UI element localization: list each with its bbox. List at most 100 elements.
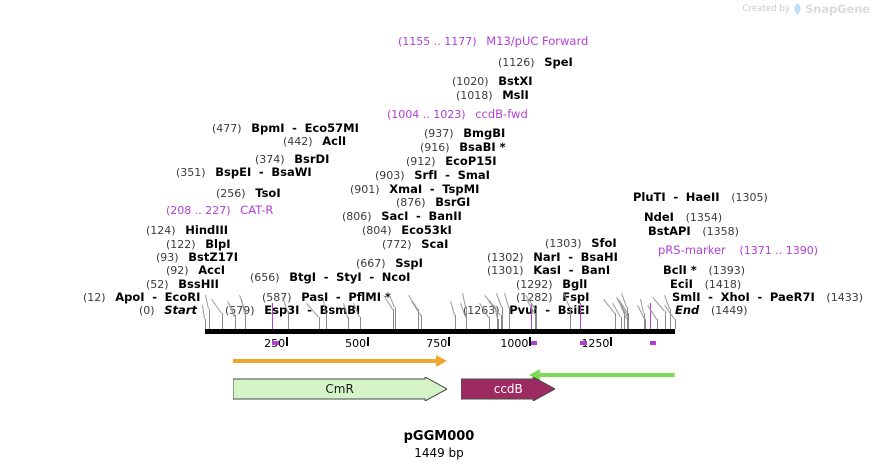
- label-site-1358[interactable]: BstAPI (1358): [648, 225, 739, 238]
- primer-tick-prs-marker[interactable]: [649, 303, 651, 329]
- cut-site-tick-1418[interactable]: [664, 311, 666, 329]
- cut-site-tick-804[interactable]: [465, 307, 467, 329]
- label-site-256[interactable]: (256) TsoI: [216, 187, 281, 200]
- cut-site-tick-579[interactable]: [392, 309, 394, 329]
- label-site-912[interactable]: (912) EcoP15I: [406, 155, 497, 168]
- cut-site-tick-442[interactable]: [348, 317, 350, 329]
- cut-site-tick-12[interactable]: [208, 309, 210, 329]
- ruler-primer-cat-r[interactable]: [272, 341, 279, 345]
- label-site-1282[interactable]: (1282) FspI: [516, 291, 589, 304]
- ruler-primer-ccdb-fwd[interactable]: [530, 341, 537, 345]
- label-site-1418[interactable]: EciI (1418): [670, 278, 741, 291]
- feature-arrow-cmr[interactable]: CmR: [232, 377, 447, 401]
- label-site-351[interactable]: (351) BspEI - BsaWI: [176, 166, 312, 179]
- sequence-backbone[interactable]: [205, 329, 675, 334]
- label-site-1126[interactable]: (1126) SpeI: [498, 56, 573, 69]
- label-site-442[interactable]: (442) AclI: [283, 135, 346, 148]
- cut-site-tick-916[interactable]: [502, 307, 504, 329]
- label-site-124[interactable]: (124) HindIII: [146, 224, 228, 237]
- label-site-122[interactable]: (122) BlpI: [166, 238, 230, 251]
- label-site-656[interactable]: (656) BtgI - StyI - NcoI: [250, 271, 410, 284]
- label-site-804[interactable]: (804) Eco53kI: [362, 224, 452, 237]
- cut-site-tick-806[interactable]: [466, 317, 468, 329]
- cut-site-tick-1305[interactable]: [628, 313, 630, 329]
- cut-site-tick-124[interactable]: [245, 309, 247, 329]
- label-site-903[interactable]: (903) SrfI - SmaI: [375, 169, 490, 182]
- label-m13-puc-forward[interactable]: (1155 .. 1177) M13/pUC Forward: [398, 35, 588, 48]
- cut-site-tick-351[interactable]: [318, 317, 320, 329]
- cut-site-tick-1018[interactable]: [535, 313, 537, 329]
- label-site-916[interactable]: (916) BsaBI *: [420, 141, 506, 154]
- label-enzyme: BsiEI: [557, 303, 590, 317]
- primer-tick-cat-r[interactable]: [272, 303, 274, 329]
- label-site-477[interactable]: (477) BpmI - Eco57MI: [212, 122, 359, 135]
- label-feature-name: M13/pUC Forward: [486, 34, 589, 48]
- label-site-1301[interactable]: (1301) KasI - BanI: [487, 264, 610, 277]
- cut-site-tick-667[interactable]: [421, 315, 423, 329]
- label-site-52[interactable]: (52) BssHII: [146, 278, 219, 291]
- label-site-876[interactable]: (876) BsrGI: [396, 196, 470, 209]
- feature-arrow-ccdb[interactable]: ccdB: [461, 377, 556, 401]
- cut-site-tick-656[interactable]: [417, 309, 419, 329]
- cut-site-tick-52[interactable]: [221, 313, 223, 329]
- label-pos: (0): [139, 304, 155, 317]
- cut-site-tick-587[interactable]: [395, 307, 397, 329]
- ruler-arrow-CAT-R-track[interactable]: [232, 352, 447, 367]
- primer-tick-ccdb-fwd[interactable]: [530, 303, 532, 329]
- cut-site-tick-477[interactable]: [359, 317, 361, 329]
- cut-site-tick-1126[interactable]: [570, 307, 572, 329]
- label-site-667[interactable]: (667) SspI: [356, 257, 423, 270]
- label-site-1302[interactable]: (1302) NarI - BsaHI: [487, 251, 618, 264]
- label-site-1303[interactable]: (1303) SfoI: [545, 237, 617, 250]
- cut-site-tick-772[interactable]: [455, 315, 457, 329]
- label-pos: (52): [146, 278, 169, 291]
- cut-site-tick-1449[interactable]: [675, 319, 676, 329]
- cut-site-tick-92[interactable]: [234, 317, 236, 329]
- ruler-arrow-marker-track[interactable]: [529, 366, 675, 381]
- label-site-1305[interactable]: PluTI - HaeII (1305): [633, 191, 768, 204]
- label-site-0-start[interactable]: (0) Start: [139, 304, 197, 317]
- label-site-901[interactable]: (901) XmaI - TspMI: [350, 183, 479, 196]
- cut-site-tick-1282[interactable]: [620, 317, 622, 329]
- label-site-12[interactable]: (12) ApoI - EcoRI: [83, 291, 200, 304]
- cut-site-tick-0[interactable]: [205, 319, 206, 329]
- label-pos: (93): [156, 251, 179, 264]
- cut-site-tick-1393[interactable]: [656, 319, 658, 329]
- label-site-1449-end[interactable]: End (1449): [675, 304, 748, 317]
- primer-tick-m13-puc-forward[interactable]: [579, 303, 581, 329]
- cut-site-tick-1358[interactable]: [645, 319, 647, 329]
- cut-site-tick-912[interactable]: [500, 315, 502, 329]
- label-site-92[interactable]: (92) AccI: [166, 264, 225, 277]
- label-enzyme: NdeI: [644, 210, 674, 224]
- cut-site-tick-1301[interactable]: [626, 307, 628, 329]
- label-site-1018[interactable]: (1018) MslI: [456, 89, 529, 102]
- label-site-1354[interactable]: NdeI (1354): [644, 211, 722, 224]
- label-prs-marker[interactable]: pRS-marker (1371 .. 1390): [658, 244, 818, 257]
- label-enzyme: MslI: [502, 88, 529, 102]
- cut-site-tick-1354[interactable]: [644, 313, 646, 329]
- cut-site-tick-937[interactable]: [508, 307, 510, 329]
- label-site-1393[interactable]: BclI * (1393): [663, 264, 745, 277]
- cut-site-tick-1433[interactable]: [669, 309, 671, 329]
- ruler-primer-m13-puc-forward[interactable]: [579, 341, 587, 345]
- label-ccdb-fwd[interactable]: (1004 .. 1023) ccdB-fwd: [387, 108, 528, 121]
- cut-site-tick-1020[interactable]: [535, 309, 537, 329]
- label-enzyme: HindIII: [185, 223, 229, 237]
- label-site-1292[interactable]: (1292) BglI: [516, 278, 587, 291]
- cut-site-tick-1292[interactable]: [624, 311, 626, 329]
- label-cat-r[interactable]: (208 .. 227) CAT-R: [166, 204, 273, 217]
- label-site-93[interactable]: (93) BstZ17I: [156, 251, 238, 264]
- cut-site-tick-122[interactable]: [244, 313, 246, 329]
- label-site-1433[interactable]: SmlI - XhoI - PaeR7I (1433): [672, 291, 863, 304]
- cut-site-tick-374[interactable]: [326, 313, 328, 329]
- label-site-772[interactable]: (772) ScaI: [382, 238, 448, 251]
- cut-site-tick-903[interactable]: [497, 319, 499, 329]
- label-site-374[interactable]: (374) BsrDI: [255, 153, 329, 166]
- cut-site-tick-876[interactable]: [489, 317, 491, 329]
- cut-site-tick-256[interactable]: [288, 311, 290, 329]
- label-site-937[interactable]: (937) BmgBI: [424, 127, 505, 140]
- label-site-806[interactable]: (806) SacI - BanII: [342, 210, 462, 223]
- ruler-primer-prs-marker[interactable]: [649, 341, 656, 345]
- cut-site-tick-1263[interactable]: [614, 313, 616, 329]
- label-site-1020[interactable]: (1020) BstXI: [452, 75, 533, 88]
